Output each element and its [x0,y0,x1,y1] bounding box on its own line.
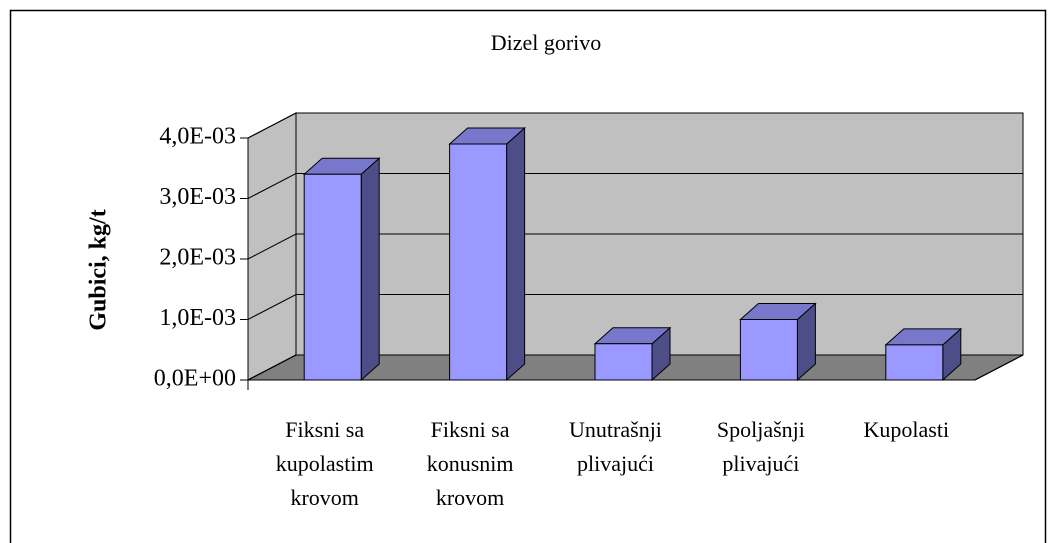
grid-line [247,112,1023,139]
y-tick-label: 3,0E-03 [159,184,236,210]
bar [448,126,526,382]
y-axis-label: Gubici, kg/t [86,209,112,330]
bar-front [449,143,508,381]
grid-line [247,294,1023,320]
bar-front [739,319,798,381]
x-axis-depth [974,354,1024,381]
bar-front [303,173,362,381]
grid-line [247,233,1023,260]
bar [302,157,381,382]
bar-side [506,126,526,382]
bar [739,302,817,382]
x-tick-label: Kupolasti [864,417,950,442]
chart-title: Dizel gorivo [491,30,602,55]
y-tick-label: 1,0E-03 [159,305,236,331]
x-tick-label: Fiksni sa konusnim krovom [427,417,514,510]
bar-side [360,157,380,382]
y-tick-label: 2,0E-03 [159,245,236,271]
bar [884,327,963,382]
bar-front [594,343,653,381]
x-tick-label: Spoljašnji plivajući [717,417,805,476]
bar-front [885,344,944,381]
x-tick-label: Unutrašnji plivajući [569,417,662,476]
grid-line [247,173,1023,199]
bar [593,326,672,382]
y-tick-label: 0,0E+00 [154,366,236,392]
x-tick-label: Fiksni sa kupolastim krovom [276,417,374,510]
y-tick-label: 4,0E-03 [159,124,236,150]
